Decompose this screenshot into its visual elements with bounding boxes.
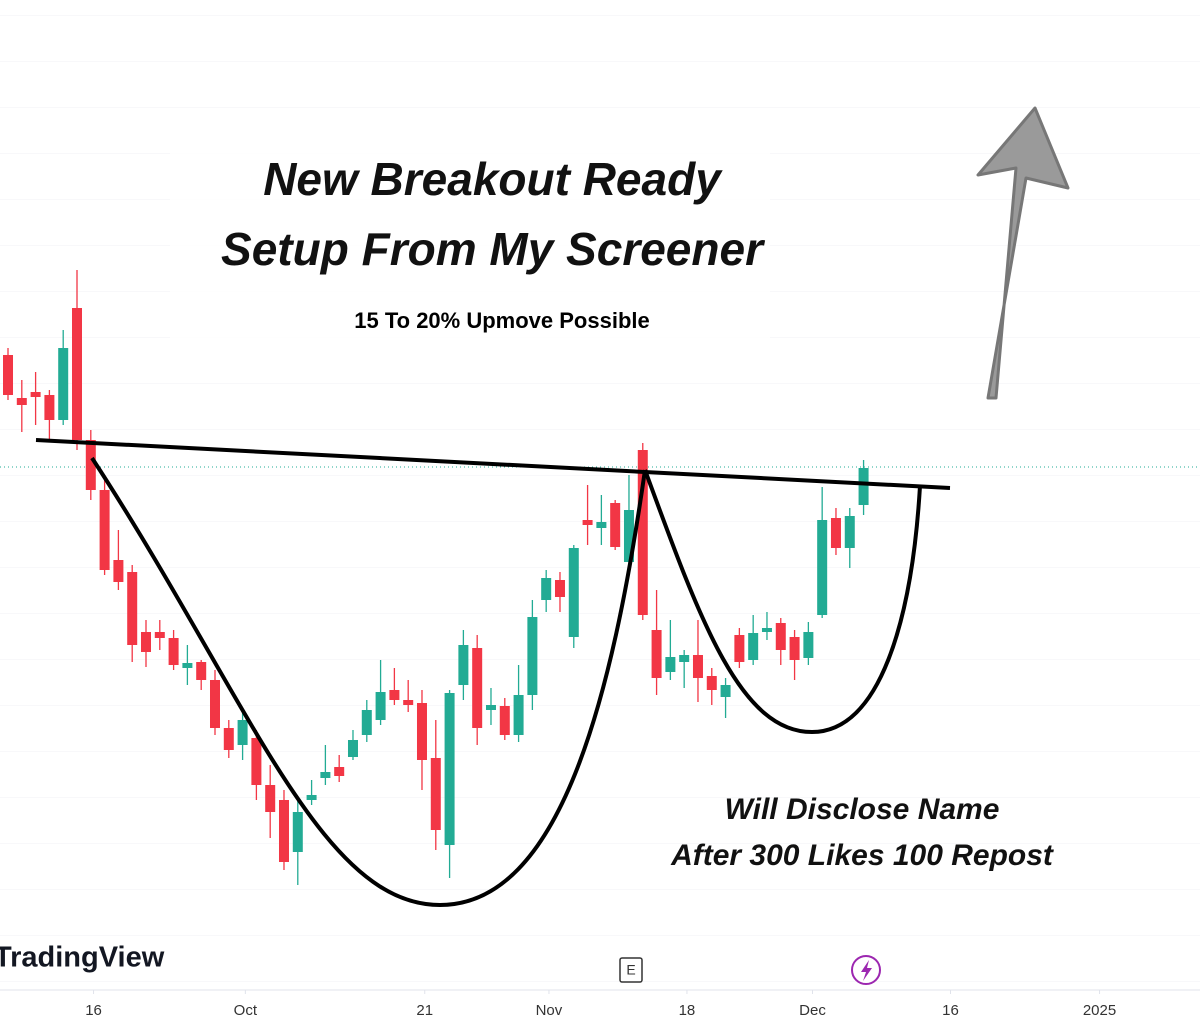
candle-body xyxy=(85,440,96,490)
pattern-drawing xyxy=(35,438,951,908)
x-tick-label: 18 xyxy=(679,1002,696,1019)
candle-body xyxy=(320,772,331,778)
candle-body xyxy=(637,450,648,615)
candle-body xyxy=(761,628,772,632)
candle-body xyxy=(361,710,372,735)
candle-body xyxy=(347,740,358,757)
candle-body xyxy=(237,720,248,745)
candle-body xyxy=(182,663,193,668)
candle-body xyxy=(30,392,41,397)
candle-body xyxy=(803,632,814,658)
brand-logo: TradingView xyxy=(0,942,165,974)
handle xyxy=(643,469,922,735)
candle-body xyxy=(16,398,27,405)
candle-body xyxy=(375,692,386,720)
candle-body xyxy=(444,693,455,845)
candle-body xyxy=(334,767,345,776)
candle-body xyxy=(734,635,745,662)
candle-body xyxy=(623,510,634,562)
candle-body xyxy=(844,516,855,548)
candle-body xyxy=(44,395,55,420)
candle-body xyxy=(472,648,483,728)
candle-body xyxy=(499,706,510,735)
candle-body xyxy=(99,490,110,570)
candle-body xyxy=(679,655,690,662)
candle-body xyxy=(858,468,869,505)
subtitle: 15 To 20% Upmove Possible xyxy=(354,308,649,333)
cup xyxy=(90,456,647,908)
candle-body xyxy=(706,676,717,690)
candle-body xyxy=(140,632,151,652)
candle-body xyxy=(775,623,786,650)
x-tick-label: 21 xyxy=(416,1002,433,1019)
candle-body xyxy=(113,560,124,582)
candle-body xyxy=(554,580,565,597)
title: New Breakout Ready xyxy=(263,153,723,205)
candle-body xyxy=(265,785,276,812)
candle-body xyxy=(3,355,14,395)
up-arrow xyxy=(976,106,1070,400)
candle-body xyxy=(513,695,524,735)
candle-body xyxy=(223,728,234,750)
candle-body xyxy=(830,518,841,548)
x-tick-label: 16 xyxy=(942,1002,959,1019)
candle-body xyxy=(430,758,441,830)
candle-body xyxy=(292,812,303,852)
candle-body xyxy=(306,795,317,800)
candle-body xyxy=(416,703,427,760)
neckline xyxy=(35,438,951,490)
candle-body xyxy=(485,705,496,710)
annotation: After 300 Likes 100 Repost xyxy=(670,839,1055,872)
candle-body xyxy=(817,520,828,615)
candle-body xyxy=(458,645,469,685)
candle-body xyxy=(720,685,731,697)
candle-body xyxy=(651,630,662,678)
candle-body xyxy=(154,632,165,638)
title-line-2: Setup From My Screener xyxy=(221,223,765,275)
candle-body xyxy=(251,738,262,785)
x-axis: 16 Oct 21 Nov 18 Dec 16 2025 xyxy=(85,990,1116,1019)
x-tick-label: 16 xyxy=(85,1002,102,1019)
candle-body xyxy=(403,700,414,705)
candle-body xyxy=(596,522,607,528)
candle-body xyxy=(789,637,800,660)
candle-body xyxy=(568,548,579,637)
candle-body xyxy=(665,657,676,672)
event-box[interactable] xyxy=(619,957,643,983)
x-tick-label: Dec xyxy=(799,1002,826,1019)
candle-body xyxy=(389,690,400,700)
candle-body xyxy=(527,617,538,695)
candle-body xyxy=(127,572,138,645)
annotation: Will Disclose Name xyxy=(725,793,1000,826)
candle-body xyxy=(168,638,179,665)
candle-body xyxy=(278,800,289,862)
candle-body xyxy=(610,503,621,547)
x-tick-label: Oct xyxy=(234,1002,258,1019)
lightning-icon xyxy=(861,960,872,981)
candle-body xyxy=(209,680,220,728)
candle-body xyxy=(58,348,69,420)
title-backdrop xyxy=(170,150,770,360)
candle-body xyxy=(748,633,759,660)
candle-body xyxy=(582,520,593,525)
candle-body xyxy=(196,662,207,680)
candles xyxy=(3,270,869,885)
candle-body xyxy=(72,308,83,440)
candle-body xyxy=(692,655,703,678)
x-tick-label: Nov xyxy=(536,1002,563,1019)
x-tick-label: 2025 xyxy=(1083,1002,1116,1019)
event-marker[interactable]: E xyxy=(626,962,635,978)
candle-body xyxy=(541,578,552,600)
